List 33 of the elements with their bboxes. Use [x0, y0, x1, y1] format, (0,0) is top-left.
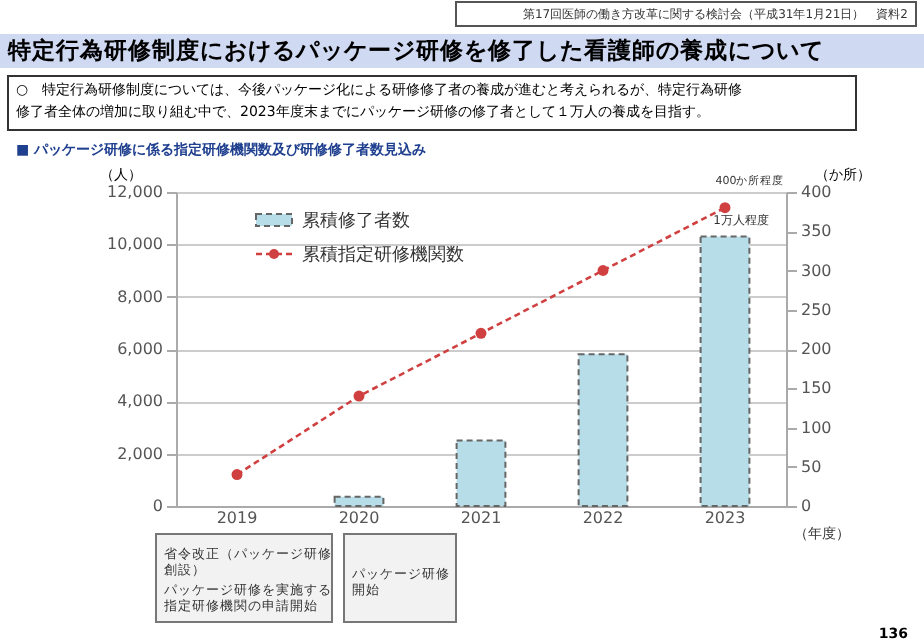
point — [231, 469, 243, 481]
y-tick-label: 12,000 — [107, 183, 163, 201]
point — [353, 390, 365, 402]
y2-tick-label: 150 — [801, 379, 832, 398]
x-tick-label: 2022 — [582, 509, 624, 527]
chart-title: 特定行為研修制度におけるパッケージ研修を修了した看護師の養成について — [6, 36, 824, 64]
bar — [577, 353, 629, 507]
y-tick-label: 6,000 — [117, 340, 163, 358]
bar — [333, 495, 385, 507]
y2-tick-label: 350 — [801, 222, 832, 241]
x-tick-label: 2019 — [216, 509, 258, 527]
y2-tick-label: 200 — [801, 340, 832, 358]
bar — [699, 235, 751, 507]
x-tick-label: 2023 — [704, 509, 746, 527]
legend-label: 累積修了者数 — [302, 210, 410, 232]
x-tick-label: 2021 — [460, 509, 502, 527]
y2-tick-label: 300 — [801, 261, 832, 280]
x-tick-label: 2020 — [338, 509, 380, 527]
y2-tick-label: 250 — [801, 300, 832, 319]
y-tick-label: 8,000 — [117, 287, 163, 306]
point — [719, 202, 731, 214]
y-tick-label: 10,000 — [107, 235, 163, 254]
y2-tick-label: 100 — [801, 418, 832, 437]
point — [597, 265, 609, 276]
y2-tick-label: 0 — [801, 497, 812, 515]
y2-tick-label: 50 — [801, 457, 822, 476]
point — [475, 327, 487, 339]
y-tick-label: 0 — [152, 497, 163, 515]
y2-tick-label: 400 — [801, 183, 832, 201]
y-tick-label: 2,000 — [117, 444, 163, 463]
y-tick-label: 4,000 — [117, 392, 163, 411]
bar — [455, 439, 507, 507]
legend-label: 累積指定研修機関数 — [302, 244, 464, 266]
